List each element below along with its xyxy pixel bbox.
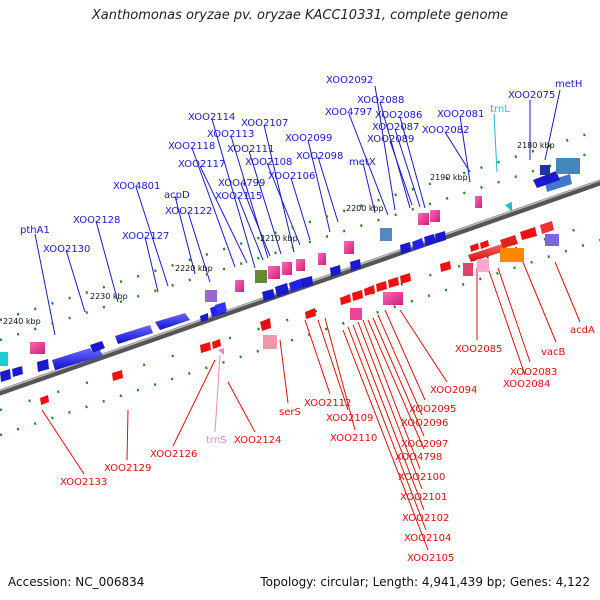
gene-label: serS <box>279 407 301 418</box>
gene-label: XOO2092 <box>326 75 373 86</box>
gene-label: acdA <box>570 325 595 336</box>
forward-features <box>0 171 572 382</box>
accession-text: Accession: NC_006834 <box>8 575 145 589</box>
gene-label: XOO4799 <box>218 178 265 189</box>
gene-label: XOO2128 <box>73 215 120 226</box>
scale-label: 2190 kbp <box>430 173 468 182</box>
scale-labels: 2180 kbp 2190 kbp 2200 kbp 2210 kbp 2220… <box>3 141 555 326</box>
left-edge-marker <box>0 352 8 366</box>
genome-summary: Topology: circular; Length: 4,941,439 bp… <box>260 575 590 589</box>
gene-label: XOO2108 <box>245 157 292 168</box>
gene-label: XOO2086 <box>375 110 422 121</box>
gene-label: XOO2115 <box>215 191 262 202</box>
gene-label: XOO2094 <box>430 385 477 396</box>
gene-label: XOO2099 <box>285 133 332 144</box>
gene-label: XOO2111 <box>227 144 274 155</box>
gene-label: metH <box>555 79 582 90</box>
forward-tiles <box>30 158 580 354</box>
gene-label: XOO2084 <box>503 379 550 390</box>
forward-gene-labels: XOO2092 metH XOO2088 XOO4797 XOO2086 XOO… <box>20 75 582 255</box>
scale-label: 2180 kbp <box>517 141 555 150</box>
gene-label: XOO2105 <box>407 553 454 564</box>
gene-label: XOO2127 <box>122 231 169 242</box>
gene-label: XOO2085 <box>455 344 502 355</box>
gene-label: XOO2083 <box>510 367 557 378</box>
map-title: Xanthomonas oryzae pv. oryzae KACC10331,… <box>91 8 509 23</box>
gene-label: XOO4797 <box>325 107 372 118</box>
scale-label: 2210 kbp <box>260 234 298 243</box>
gene-label: XOO4801 <box>113 181 160 192</box>
reverse-label-lines <box>41 254 581 551</box>
scale-label: 2220 kbp <box>175 264 213 273</box>
gene-label: XOO2097 <box>401 439 448 450</box>
trna-markers <box>218 202 512 355</box>
gene-label: vacB <box>541 347 566 358</box>
gene-label: XOO2106 <box>268 171 315 182</box>
gene-label: XOO2133 <box>60 477 107 488</box>
gene-label: XOO2098 <box>296 151 343 162</box>
gene-label: pthA1 <box>20 225 50 236</box>
gene-label: XOO2129 <box>104 463 151 474</box>
gene-label: XOO2096 <box>401 418 448 429</box>
gene-label: XOO2088 <box>357 95 404 106</box>
gene-label: XOO2107 <box>241 118 288 129</box>
gene-label: XOO2104 <box>404 533 451 544</box>
gene-label: XOO2113 <box>207 129 254 140</box>
reverse-features <box>40 221 554 405</box>
reverse-tiles <box>263 234 559 349</box>
gene-label: XOO2089 <box>367 134 414 145</box>
gene-label: XOO2109 <box>326 413 373 424</box>
gene-label: XOO2126 <box>150 449 197 460</box>
gene-label: XOO2112 <box>304 398 351 409</box>
gene-label: acpD <box>164 190 190 201</box>
gene-label: XOO2075 <box>508 90 555 101</box>
gene-label: XOO2082 <box>422 125 469 136</box>
gene-label: XOO2110 <box>330 433 377 444</box>
gene-label: XOO2117 <box>178 159 225 170</box>
scale-label: 2230 kbp <box>90 292 128 301</box>
gene-label: XOO2102 <box>402 513 449 524</box>
gene-label: trnS <box>206 435 227 446</box>
reverse-gene-labels: acdA vacB XOO2085 XOO2083 XOO2084 XOO209… <box>60 325 595 564</box>
gene-label: XOO2087 <box>372 122 419 133</box>
gene-label: XOO4798 <box>395 452 442 463</box>
gene-label: XOO2114 <box>188 112 235 123</box>
scale-label: 2200 kbp <box>346 204 384 213</box>
gene-label: XOO2101 <box>400 492 447 503</box>
scale-label: 2240 kbp <box>3 317 41 326</box>
gene-label: XOO2100 <box>398 472 445 483</box>
gene-label: XOO2095 <box>409 404 456 415</box>
gene-label: trnL <box>490 104 510 115</box>
gene-label: metX <box>349 157 376 168</box>
gene-label: XOO2130 <box>43 244 90 255</box>
gene-label: XOO2124 <box>234 435 281 446</box>
gene-label: XOO2081 <box>437 109 484 120</box>
gene-label: XOO2118 <box>168 141 215 152</box>
gene-label: XOO2122 <box>165 206 212 217</box>
